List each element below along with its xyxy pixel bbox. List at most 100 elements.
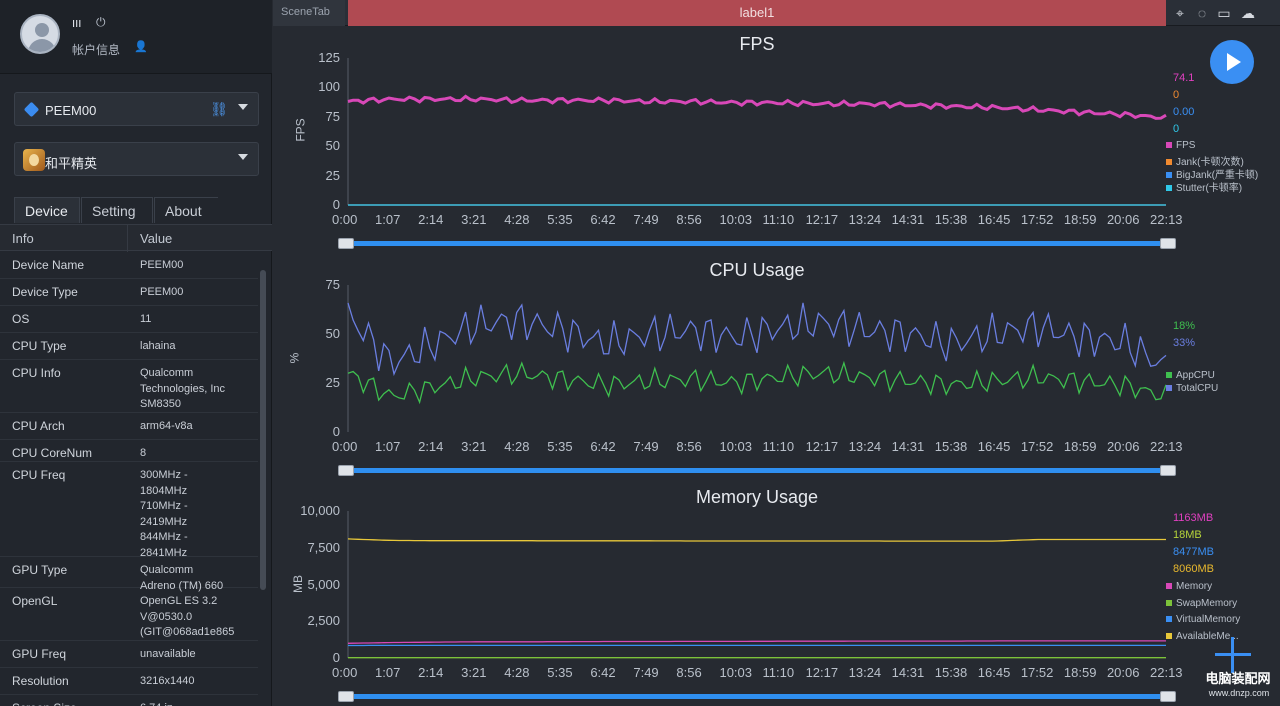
fps-x-tick-label: 2:14 <box>418 212 444 227</box>
location-icon[interactable]: ⌖ <box>1176 5 1184 21</box>
add-icon[interactable] <box>1215 637 1251 673</box>
memory-x-tick-label: 12:17 <box>805 665 839 680</box>
cpu-x-tick-label: 2:14 <box>418 439 444 454</box>
row-key: CPU Type <box>12 339 67 353</box>
memory-legend-item[interactable]: AvailableMe... <box>1166 631 1239 642</box>
memory-legend-value: 8477MB <box>1173 546 1214 558</box>
tab-device[interactable]: Device <box>14 197 80 223</box>
chevron-down-icon <box>238 104 248 110</box>
fps-chart-title: FPS <box>739 34 775 54</box>
memory-legend-item[interactable]: SwapMemory <box>1166 598 1237 609</box>
fps-legend-item[interactable]: Stutter(卡顿率) <box>1166 179 1242 194</box>
cpu-y-tick-label: 50 <box>325 326 340 341</box>
fps-legend-value: 74.1 <box>1173 72 1195 84</box>
device-select[interactable]: PEEM00 ⛓ <box>14 92 259 126</box>
fps-legend-item[interactable]: FPS <box>1166 140 1195 151</box>
memory-legend-item[interactable]: Memory <box>1166 581 1212 592</box>
cpu-y-tick-label: 75 <box>325 277 340 292</box>
app-select[interactable]: 和平精英 <box>14 142 259 176</box>
fps-plot <box>347 58 1167 206</box>
table-row: CPU Arch arm64-v8a <box>0 413 258 440</box>
cpu-plot <box>347 285 1167 432</box>
legend-swatch <box>1166 616 1172 623</box>
slider-track[interactable] <box>348 694 1166 699</box>
row-value: Qualcomm Technologies, Inc SM8350 <box>140 367 225 410</box>
map-pin-icon[interactable]: ◌ <box>1197 5 1207 21</box>
row-key: CPU CoreNum <box>12 446 93 460</box>
legend-swatch <box>1166 385 1172 392</box>
account-info-link[interactable]: 帐户信息 <box>72 43 121 57</box>
label-bar[interactable]: label1 <box>348 0 1166 26</box>
legend-label: FPS <box>1176 140 1196 151</box>
legend-label: VirtualMemory <box>1176 614 1241 625</box>
sidebar-scrollbar[interactable] <box>260 270 266 590</box>
memory-time-range-slider[interactable] <box>338 691 1176 702</box>
avatar[interactable] <box>20 14 60 54</box>
row-value: lahaina <box>140 340 176 352</box>
fps-legend-value: 0 <box>1173 123 1180 135</box>
legend-label: TotalCPU <box>1176 383 1219 394</box>
cpu-legend-value: 33% <box>1173 337 1196 349</box>
row-key: GPU Type <box>12 563 68 577</box>
cpu-time-range-slider[interactable] <box>338 465 1176 476</box>
cpu-x-tick-label: 6:42 <box>590 439 616 454</box>
table-row: CPU Type lahaina <box>0 333 258 360</box>
slider-handle-start[interactable] <box>338 238 354 249</box>
fps-x-tick-label: 15:38 <box>934 212 968 227</box>
fps-x-tick-label: 17:52 <box>1020 212 1054 227</box>
memory-x-tick-label: 15:38 <box>934 665 968 680</box>
row-value: PEEM00 <box>140 286 184 298</box>
fps-legend-item[interactable]: Jank(卡顿次数) <box>1166 153 1244 168</box>
tab-about[interactable]: About <box>154 197 218 223</box>
memory-x-tick-label: 16:45 <box>977 665 1011 680</box>
table-row: OS 11 <box>0 306 258 333</box>
slider-handle-end[interactable] <box>1160 691 1176 702</box>
cpu-x-tick-label: 0:00 <box>332 439 358 454</box>
cpu-legend-item[interactable]: AppCPU <box>1166 370 1215 381</box>
cpu-x-tick-label: 11:10 <box>762 439 795 454</box>
cpu-x-tick-label: 8:56 <box>676 439 702 454</box>
fps-x-tick-label: 0:00 <box>332 212 358 227</box>
column-header-value: Value <box>140 231 173 246</box>
legend-label: AppCPU <box>1176 370 1215 381</box>
legend-label: BigJank(严重卡顿) <box>1176 170 1259 181</box>
slider-handle-start[interactable] <box>338 691 354 702</box>
link-icon[interactable]: ⛓ <box>210 101 228 117</box>
cloud-icon[interactable]: ☁ <box>1241 5 1255 21</box>
folder-icon[interactable]: ▭ <box>1217 5 1231 21</box>
row-value: 3216x1440 <box>140 675 195 687</box>
legend-swatch <box>1166 185 1172 192</box>
slider-handle-start[interactable] <box>338 465 354 476</box>
row-value: arm64-v8a <box>140 420 193 432</box>
memory-legend-item[interactable]: VirtualMemory <box>1166 614 1240 625</box>
scene-tab[interactable]: SceneTab <box>273 0 345 26</box>
cpu-chart-title: CPU Usage <box>709 260 805 280</box>
user-name: ווו <box>72 16 82 30</box>
slider-track[interactable] <box>348 241 1166 246</box>
slider-handle-end[interactable] <box>1160 465 1176 476</box>
row-value: 8 <box>140 447 147 459</box>
slider-handle-end[interactable] <box>1160 238 1176 249</box>
table-header: Info Value <box>0 224 272 252</box>
fps-x-tick-label: 1:07 <box>375 212 401 227</box>
fps-time-range-slider[interactable] <box>338 238 1176 249</box>
fps-x-tick-label: 18:59 <box>1063 212 1097 227</box>
legend-swatch <box>1166 172 1172 179</box>
cpu-x-tick-label: 18:59 <box>1063 439 1097 454</box>
play-button[interactable] <box>1210 40 1254 84</box>
user-settings-icon[interactable]: 👤 <box>134 41 148 53</box>
slider-track[interactable] <box>348 468 1166 473</box>
fps-x-tick-label: 12:17 <box>805 212 839 227</box>
row-key: CPU Info <box>12 366 61 380</box>
tab-setting[interactable]: Setting <box>81 197 153 223</box>
memory-x-tick-label: 18:59 <box>1063 665 1097 680</box>
column-header-info: Info <box>12 231 34 246</box>
power-icon[interactable]: ⏻ <box>96 15 106 29</box>
fps-legend-item[interactable]: BigJank(严重卡顿) <box>1166 166 1258 181</box>
row-value: Qualcomm Adreno (TM) 660 <box>140 564 224 592</box>
watermark-url: www.dnzp.com <box>1208 688 1270 698</box>
memory-x-tick-label: 11:10 <box>762 665 795 680</box>
cpu-series-line <box>347 360 1167 405</box>
cpu-legend-item[interactable]: TotalCPU <box>1166 383 1218 394</box>
memory-series-line <box>347 538 1166 542</box>
